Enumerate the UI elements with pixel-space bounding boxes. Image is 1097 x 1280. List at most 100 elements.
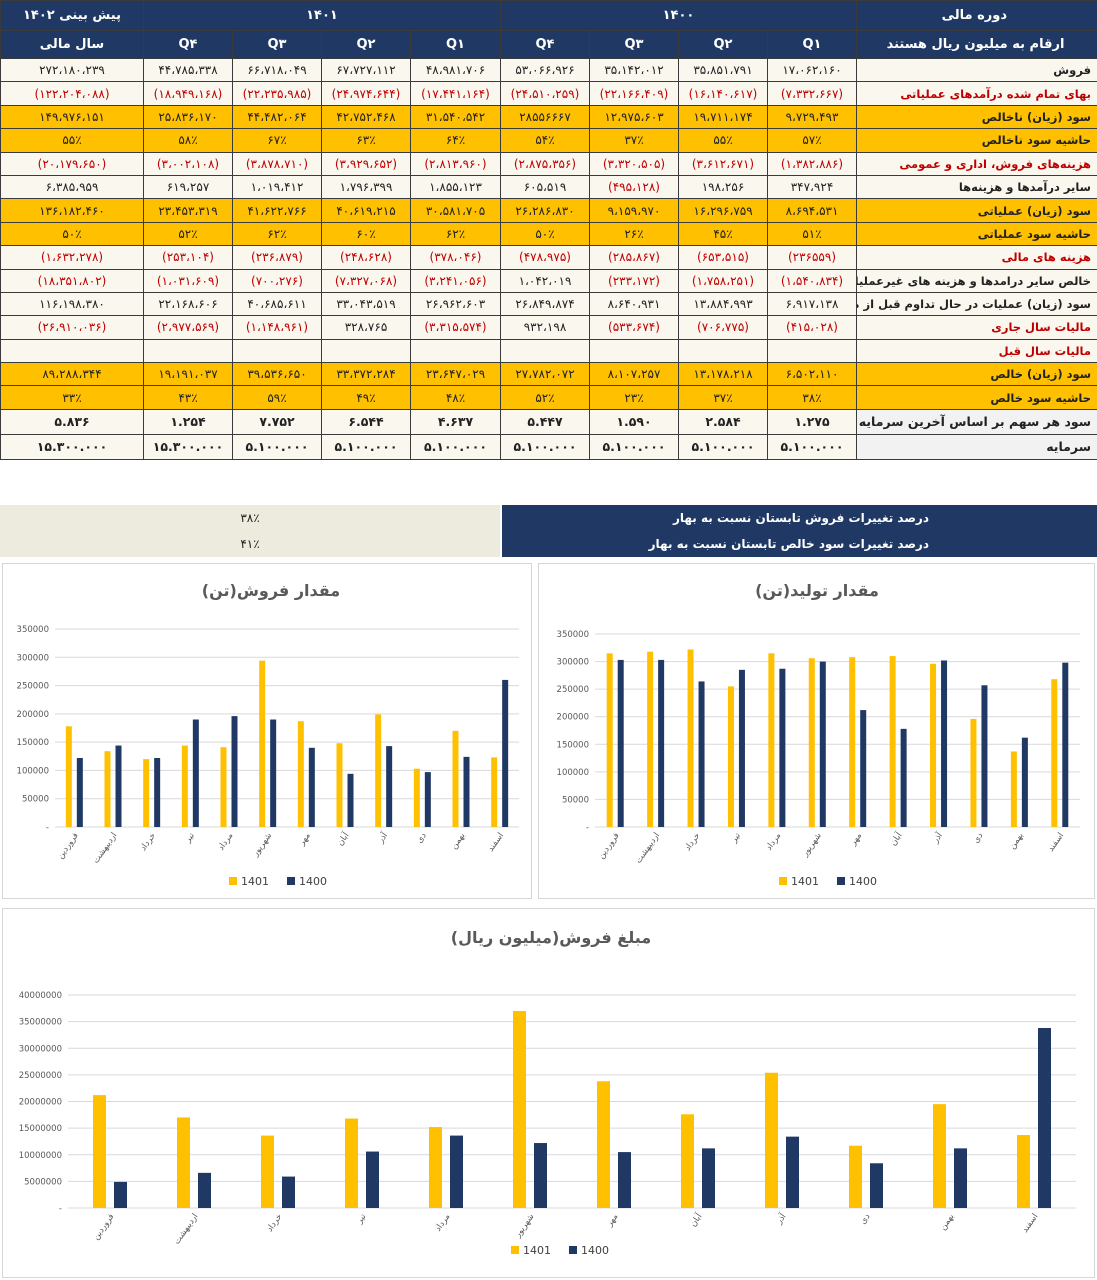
table-row: (۲۰،۱۷۹،۶۵۰) (۳،۰۰۲،۱۰۸) (۳،۸۷۸،۷۱۰) (۳،۹۲۹… (0, 151, 1097, 176)
bar-1401 (65, 726, 72, 827)
legend-swatch-1400 (569, 1246, 577, 1254)
table-cell: (۱،۰۳۱،۶۰۹) (143, 268, 233, 293)
table-cell: ۴۵٪ (678, 221, 768, 247)
table-cell: ۱۶،۲۹۶،۷۵۹ (678, 198, 768, 223)
category-label: فروردین (91, 1212, 116, 1242)
category-label: فروردین (56, 831, 81, 861)
table-cell: (۴۱۵،۰۲۸) (767, 315, 857, 340)
y-tick-label: 150000 (17, 738, 49, 748)
table-cell: ۵.۱۰۰.۰۰۰ (321, 433, 411, 460)
table-cell: ۲۲،۱۶۸،۶۰۶ (143, 291, 233, 317)
bar-1400 (115, 745, 122, 827)
category-label: خرداد (265, 1212, 285, 1234)
bar-1401 (297, 721, 304, 827)
table-cell: ۶،۵۰۲،۱۱۰ (767, 362, 857, 387)
category-label: اسفند (1020, 1212, 1040, 1235)
table-cell: ۵۷٪ (767, 128, 857, 153)
financial-table: پیش بینی ۱۴۰۲ ۱۴۰۱ ۱۴۰۰ دوره مالی سال ما… (0, 0, 1097, 460)
table-cell (321, 338, 411, 364)
table-cell: ۶.۵۴۴ (321, 408, 411, 435)
table-cell: ۵۰٪ (0, 221, 144, 247)
chart-title: مقدار تولید(تن) (755, 581, 879, 600)
table-cell: ۵۵٪ (0, 128, 144, 153)
y-tick-label: - (59, 1204, 62, 1214)
category-label: دی (415, 831, 429, 845)
category-label: شهریور (512, 1212, 536, 1240)
legend-swatch-1400 (287, 877, 295, 885)
table-cell: ۵۹٪ (232, 385, 322, 410)
y-tick-label: 5000000 (24, 1177, 62, 1187)
bar-1401 (849, 657, 856, 827)
table-cell: ۵۴٪ (500, 128, 590, 153)
table-cell: (۳،۳۱۵،۵۷۴) (410, 315, 501, 340)
bar-1401 (687, 649, 694, 827)
table-cell: ۶۰۵،۵۱۹ (500, 174, 590, 200)
category-label: فروردین (597, 831, 622, 861)
header-q3-1401: Q۳ (232, 30, 322, 59)
table-cell: (۳،۲۴۱،۰۵۶) (410, 268, 501, 293)
table-cell: ۴۹٪ (321, 385, 411, 410)
table-cell: (۱۸،۳۵۱،۸۰۲) (0, 268, 144, 293)
bar-1400 (282, 1176, 295, 1208)
table-cell: (۳،۰۰۲،۱۰۸) (143, 151, 233, 176)
y-tick-label: 200000 (557, 713, 589, 723)
production-quantity-chart-svg: مقدار تولید(تن) - 50000 100000 150000 200000 2… (557, 581, 1080, 888)
table-cell: ۱،۰۴۲،۰۱۹ (500, 268, 590, 293)
table-cell: ۳۳،۳۷۲،۲۸۴ (321, 362, 411, 387)
table-cell: (۲۴،۵۱۰،۲۵۹) (500, 81, 590, 106)
bar-1400 (786, 1136, 799, 1208)
y-tick-label: 250000 (557, 685, 589, 695)
table-cell: ۵۰٪ (500, 221, 590, 247)
bar-1401 (259, 660, 266, 827)
y-tick-label: 350000 (17, 625, 49, 635)
table-row: ۱۴۹،۹۷۶،۱۵۱ ۲۵،۸۳۶،۱۷۰ ۴۴،۴۸۲،۰۶۴ ۴۲،۷۵۲،۴۶… (0, 104, 1097, 130)
header-year-1400: ۱۴۰۰ (500, 0, 857, 31)
table-cell: ۶،۹۱۷،۱۳۸ (767, 291, 857, 317)
bar-1400 (954, 1148, 967, 1208)
category-label: شهریور (800, 831, 824, 859)
table-cell: ۷.۷۵۲ (232, 408, 322, 435)
table-cell: (۲۲،۱۶۶،۴۰۹) (589, 81, 679, 106)
bar-1400 (702, 1148, 715, 1208)
bar-1401 (452, 730, 459, 827)
category-label: اردیبهشت (172, 1212, 200, 1246)
table-cell (143, 338, 233, 364)
table-cell (589, 338, 679, 364)
bar-1400 (870, 1163, 883, 1208)
table-cell (410, 338, 501, 364)
bar-1400 (450, 1135, 463, 1208)
table-cell: ۶۴٪ (410, 128, 501, 153)
bar-1400 (366, 1151, 379, 1208)
category-label: تیر (183, 830, 198, 845)
y-tick-label: 150000 (557, 740, 589, 750)
table-cell (500, 338, 590, 364)
table-cell: (۷۰۰،۲۷۶) (232, 268, 322, 293)
y-tick-label: 100000 (557, 768, 589, 778)
summer-sales-change-label: درصد تغییرات فروش تابستان نسبت به بهار (502, 505, 1097, 531)
table-cell: (۱۲۲،۲۰۴،۰۸۸) (0, 81, 144, 106)
table-cell: (۱۷،۴۴۱،۱۶۴) (410, 81, 501, 106)
table-row-label: خالص سایر درامدها و هزینه های غیرعملیاتی (856, 268, 1097, 293)
table-cell: ۴.۶۳۷ (410, 408, 501, 435)
table-cell: ۵.۸۳۶ (0, 408, 144, 435)
table-cell: ۵۲٪ (143, 221, 233, 247)
table-cell: ۶،۳۸۵،۹۵۹ (0, 174, 144, 200)
category-label: اردیبهشت (634, 831, 662, 865)
table-cell: (۲۶،۹۱۰،۰۳۶) (0, 315, 144, 340)
category-label: آذر (374, 829, 391, 846)
table-cell: ۳۹،۵۳۶،۶۵۰ (232, 362, 322, 387)
table-header-quarters: سال مالی Q۴ Q۳ Q۲ Q۱ Q۴ Q۳ Q۲ Q۱ ارقام ب… (0, 30, 1097, 59)
table-cell: ۲۳٪ (589, 385, 679, 410)
bar-1400 (198, 1172, 211, 1208)
bar-1400 (347, 773, 354, 827)
table-cell: ۲۸۵۵۶۶۶۷ (500, 104, 590, 130)
y-tick-label: 300000 (557, 658, 589, 668)
bar-1401 (513, 1010, 526, 1208)
header-q1-1401: Q۱ (410, 30, 501, 59)
table-cell: (۳،۶۱۲،۶۷۱) (678, 151, 768, 176)
table-cell: (۲۸۵،۸۶۷) (589, 245, 679, 270)
header-fiscal-year: سال مالی (0, 30, 144, 59)
table-cell (678, 338, 768, 364)
table-row-label: هزینه های مالی (856, 245, 1097, 270)
table-cell: (۱،۷۵۸،۲۵۱) (678, 268, 768, 293)
